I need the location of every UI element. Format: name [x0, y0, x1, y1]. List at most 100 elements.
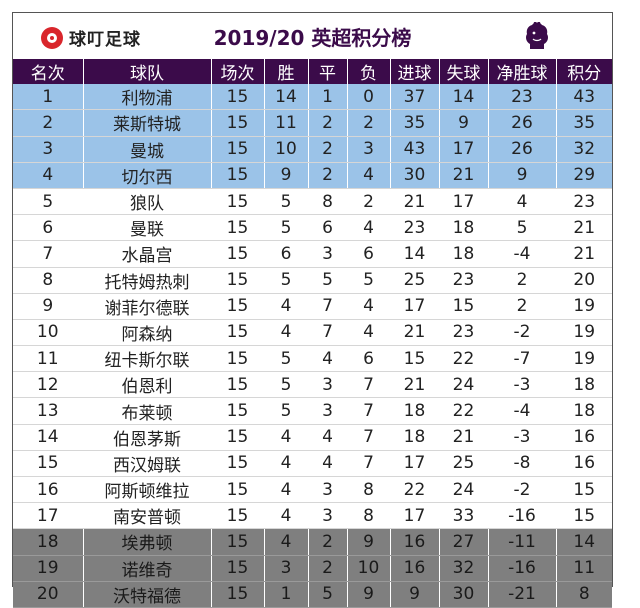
won-cell: 4 [263, 476, 308, 504]
table-body: 1 利物浦 15 14 1 0 37 14 23 43 2 莱斯特城 15 11 2 2 35 9 26 35 3 曼城 1… [13, 84, 612, 608]
lost-cell: 4 [346, 162, 390, 189]
column-header: 积分 [555, 59, 612, 85]
table-row: 11 纽卡斯尔联 15 5 4 6 15 22 -7 19 [13, 345, 612, 373]
rank-cell: 10 [13, 319, 83, 347]
rank-cell: 3 [13, 136, 83, 163]
won-cell: 4 [263, 450, 308, 478]
goals-against-cell: 17 [438, 136, 488, 163]
table-row: 7 水晶宫 15 6 3 6 14 18 -4 21 [13, 240, 612, 268]
won-cell: 5 [263, 214, 308, 242]
lost-cell: 7 [346, 450, 390, 478]
rank-cell: 17 [13, 502, 83, 530]
rank-cell: 14 [13, 424, 83, 451]
column-header: 失球 [438, 59, 488, 85]
won-cell: 4 [263, 424, 308, 451]
page-title: 2019/20 英超积分榜 [213, 26, 412, 50]
team-cell: 托特姆热刺 [82, 267, 211, 294]
drawn-cell: 2 [307, 136, 347, 163]
goals-against-cell: 21 [438, 424, 488, 451]
lost-cell: 5 [346, 267, 390, 294]
goals-for-cell: 35 [389, 109, 439, 137]
played-cell: 15 [210, 267, 264, 294]
drawn-cell: 3 [307, 397, 347, 425]
drawn-cell: 2 [307, 528, 347, 556]
drawn-cell: 3 [307, 371, 347, 399]
rank-cell: 1 [13, 84, 83, 111]
rank-cell: 18 [13, 528, 83, 556]
drawn-cell: 4 [307, 450, 347, 478]
goals-for-cell: 21 [389, 371, 439, 399]
points-cell: 15 [555, 476, 612, 504]
points-cell: 16 [555, 450, 612, 478]
points-cell: 21 [555, 214, 612, 242]
team-cell: 伯恩茅斯 [82, 424, 211, 451]
won-cell: 4 [263, 293, 308, 320]
team-cell: 纽卡斯尔联 [82, 345, 211, 373]
lost-cell: 3 [346, 136, 390, 163]
won-cell: 10 [263, 136, 308, 163]
goals-against-cell: 27 [438, 528, 488, 556]
goal-diff-cell: -3 [487, 371, 556, 399]
drawn-cell: 4 [307, 345, 347, 373]
team-cell: 曼联 [82, 214, 211, 242]
team-cell: 诺维奇 [82, 555, 211, 582]
team-cell: 水晶宫 [82, 240, 211, 268]
brand-logo-icon [41, 26, 63, 49]
won-cell: 5 [263, 371, 308, 399]
goal-diff-cell: 5 [487, 214, 556, 242]
drawn-cell: 4 [307, 424, 347, 451]
goals-for-cell: 30 [389, 162, 439, 189]
lost-cell: 4 [346, 214, 390, 242]
goals-for-cell: 37 [389, 84, 439, 111]
played-cell: 15 [210, 528, 264, 556]
goal-diff-cell: 4 [487, 188, 556, 216]
goal-diff-cell: 2 [487, 267, 556, 294]
lost-cell: 10 [346, 555, 390, 582]
brand-logo: 球叮足球 [41, 25, 141, 50]
standings-header: 球叮足球 2019/20 英超积分榜 [13, 13, 612, 59]
points-cell: 23 [555, 188, 612, 216]
drawn-cell: 3 [307, 240, 347, 268]
team-cell: 利物浦 [82, 84, 211, 111]
played-cell: 15 [210, 397, 264, 425]
column-header: 名次 [13, 59, 83, 85]
won-cell: 5 [263, 397, 308, 425]
points-cell: 21 [555, 240, 612, 268]
goals-for-cell: 16 [389, 555, 439, 582]
goals-for-cell: 15 [389, 345, 439, 373]
played-cell: 15 [210, 214, 264, 242]
table-row: 14 伯恩茅斯 15 4 4 7 18 21 -3 16 [13, 424, 612, 451]
table-row: 19 诺维奇 15 3 2 10 16 32 -16 11 [13, 555, 612, 582]
drawn-cell: 8 [307, 188, 347, 216]
rank-cell: 7 [13, 240, 83, 268]
lost-cell: 0 [346, 84, 390, 111]
goals-against-cell: 22 [438, 397, 488, 425]
goals-against-cell: 14 [438, 84, 488, 111]
team-cell: 阿斯顿维拉 [82, 476, 211, 504]
goals-against-cell: 33 [438, 502, 488, 530]
goal-diff-cell: -16 [487, 555, 556, 582]
drawn-cell: 6 [307, 214, 347, 242]
lost-cell: 9 [346, 528, 390, 556]
team-cell: 曼城 [82, 136, 211, 163]
goals-for-cell: 9 [389, 581, 439, 608]
played-cell: 15 [210, 555, 264, 582]
rank-cell: 20 [13, 581, 83, 608]
goals-against-cell: 18 [438, 214, 488, 242]
team-cell: 伯恩利 [82, 371, 211, 399]
played-cell: 15 [210, 450, 264, 478]
won-cell: 3 [263, 555, 308, 582]
rank-cell: 5 [13, 188, 83, 216]
goal-diff-cell: 26 [487, 136, 556, 163]
team-cell: 狼队 [82, 188, 211, 216]
goal-diff-cell: 9 [487, 162, 556, 189]
table-row: 2 莱斯特城 15 11 2 2 35 9 26 35 [13, 109, 612, 137]
won-cell: 5 [263, 267, 308, 294]
goals-against-cell: 30 [438, 581, 488, 608]
rank-cell: 2 [13, 109, 83, 137]
won-cell: 6 [263, 240, 308, 268]
drawn-cell: 7 [307, 319, 347, 347]
lost-cell: 6 [346, 240, 390, 268]
rank-cell: 9 [13, 293, 83, 320]
points-cell: 20 [555, 267, 612, 294]
